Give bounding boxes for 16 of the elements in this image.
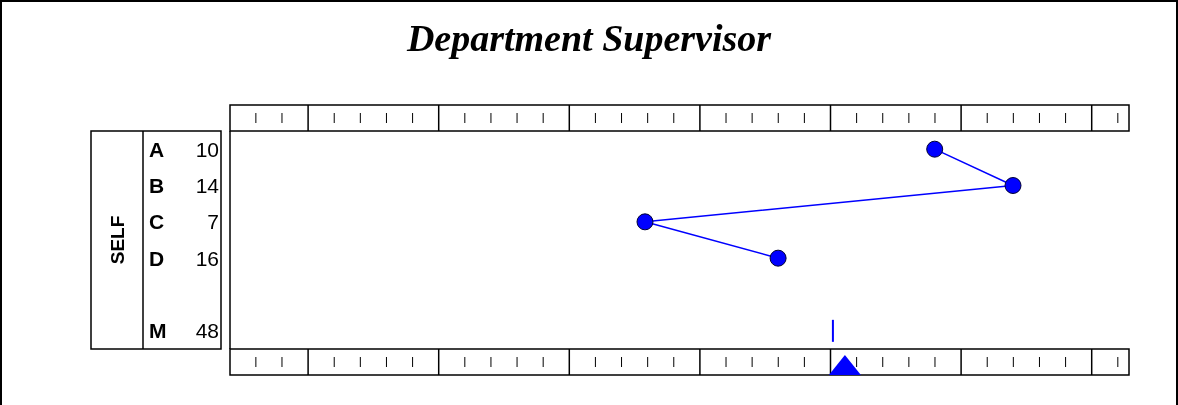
point <box>636 213 654 231</box>
text: 48 <box>195 319 219 343</box>
y-tick-label: M <box>149 319 167 343</box>
text: 10 <box>195 137 219 161</box>
point <box>926 140 944 158</box>
y-tick-label: C <box>149 210 165 234</box>
y-tick-label: A <box>149 137 165 161</box>
text: 14 <box>195 174 220 197</box>
chart-title: Department Supervisor <box>405 16 773 60</box>
y-tick-label: D <box>149 246 165 270</box>
point <box>769 249 787 267</box>
text: 16 <box>195 246 219 270</box>
y-axis-title: SELF <box>106 215 128 265</box>
point <box>1004 177 1022 194</box>
text: 7 <box>207 210 219 234</box>
y-tick-label: B <box>149 174 165 197</box>
